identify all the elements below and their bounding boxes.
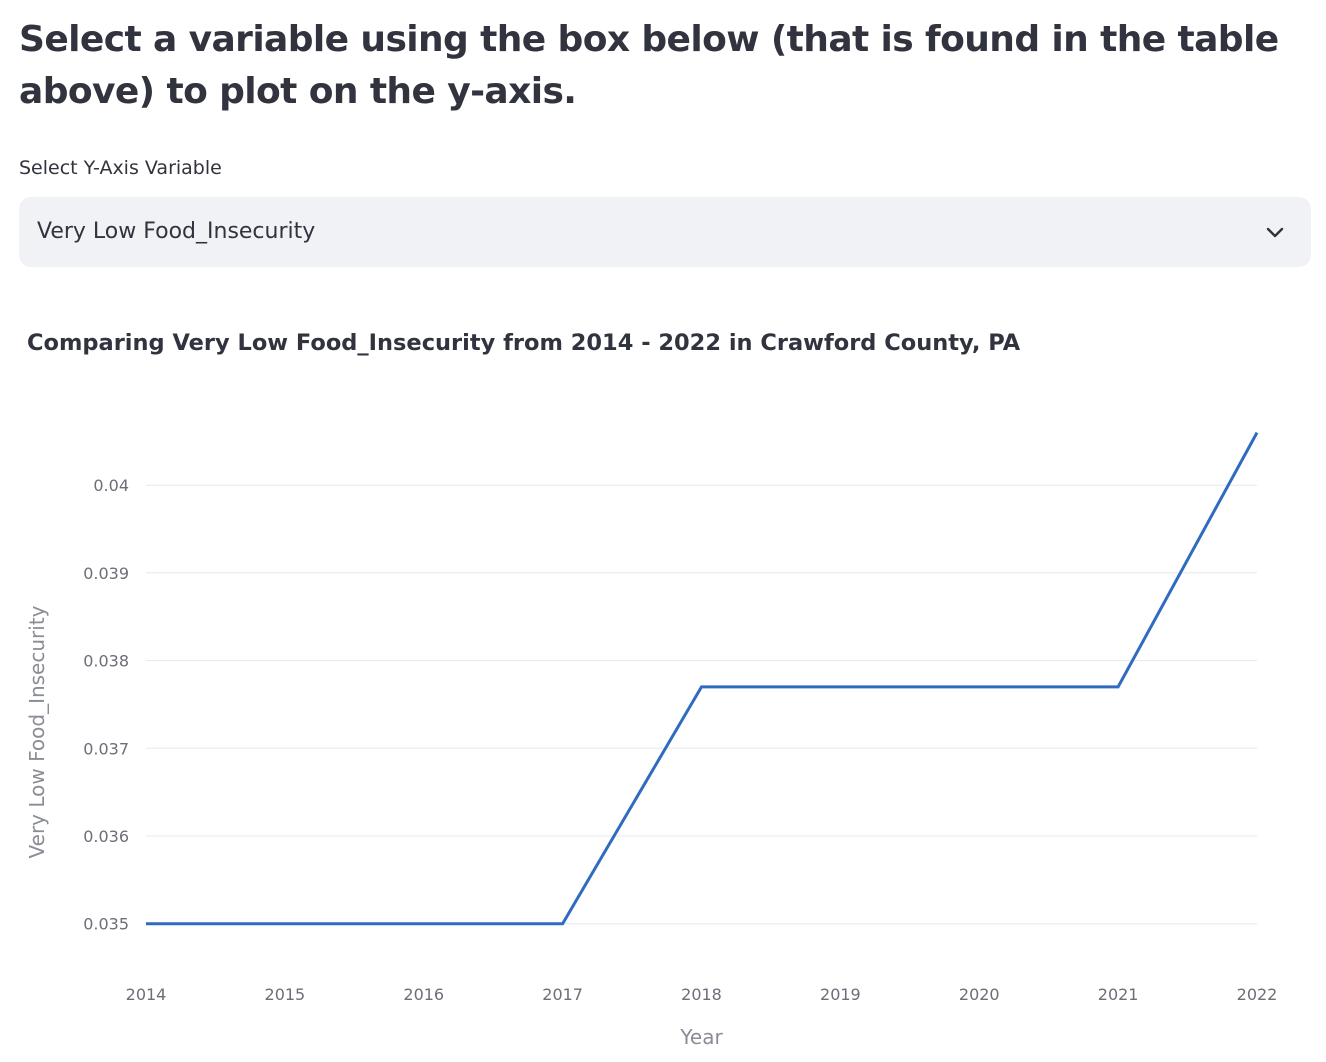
x-tick-label: 2019 (820, 985, 861, 1004)
select-label: Select Y-Axis Variable (19, 157, 222, 179)
y-tick-label: 0.035 (83, 915, 129, 934)
x-axis-title: Year (679, 1025, 723, 1049)
x-tick-label: 2018 (681, 985, 722, 1004)
y-tick-label: 0.038 (83, 652, 129, 671)
series-line (146, 431, 1259, 926)
y-tick-label: 0.036 (83, 827, 129, 846)
x-tick-label: 2020 (959, 985, 1000, 1004)
x-tick-label: 2014 (126, 985, 167, 1004)
y-axis-title: Very Low Food_Insecurity (25, 605, 49, 858)
x-tick-label: 2017 (542, 985, 583, 1004)
x-tick-label: 2021 (1098, 985, 1139, 1004)
chevron-down-icon[interactable] (1263, 220, 1287, 244)
select-value: Very Low Food_Insecurity (37, 219, 316, 244)
page-heading: Select a variable using the box below (t… (19, 19, 1279, 112)
x-tick-label: 2015 (265, 985, 306, 1004)
y-axis-variable-select[interactable]: Very Low Food_Insecurity (19, 197, 1311, 267)
chart-container: Comparing Very Low Food_Insecurity from … (0, 300, 1326, 1062)
x-tick-label: 2016 (403, 985, 444, 1004)
x-tick-label: 2022 (1237, 985, 1278, 1004)
y-tick-label: 0.037 (83, 739, 129, 758)
y-tick-label: 0.039 (83, 564, 129, 583)
line-chart: Comparing Very Low Food_Insecurity from … (25, 330, 1278, 1049)
y-tick-label: 0.04 (93, 476, 129, 495)
chart-title: Comparing Very Low Food_Insecurity from … (27, 330, 1021, 356)
